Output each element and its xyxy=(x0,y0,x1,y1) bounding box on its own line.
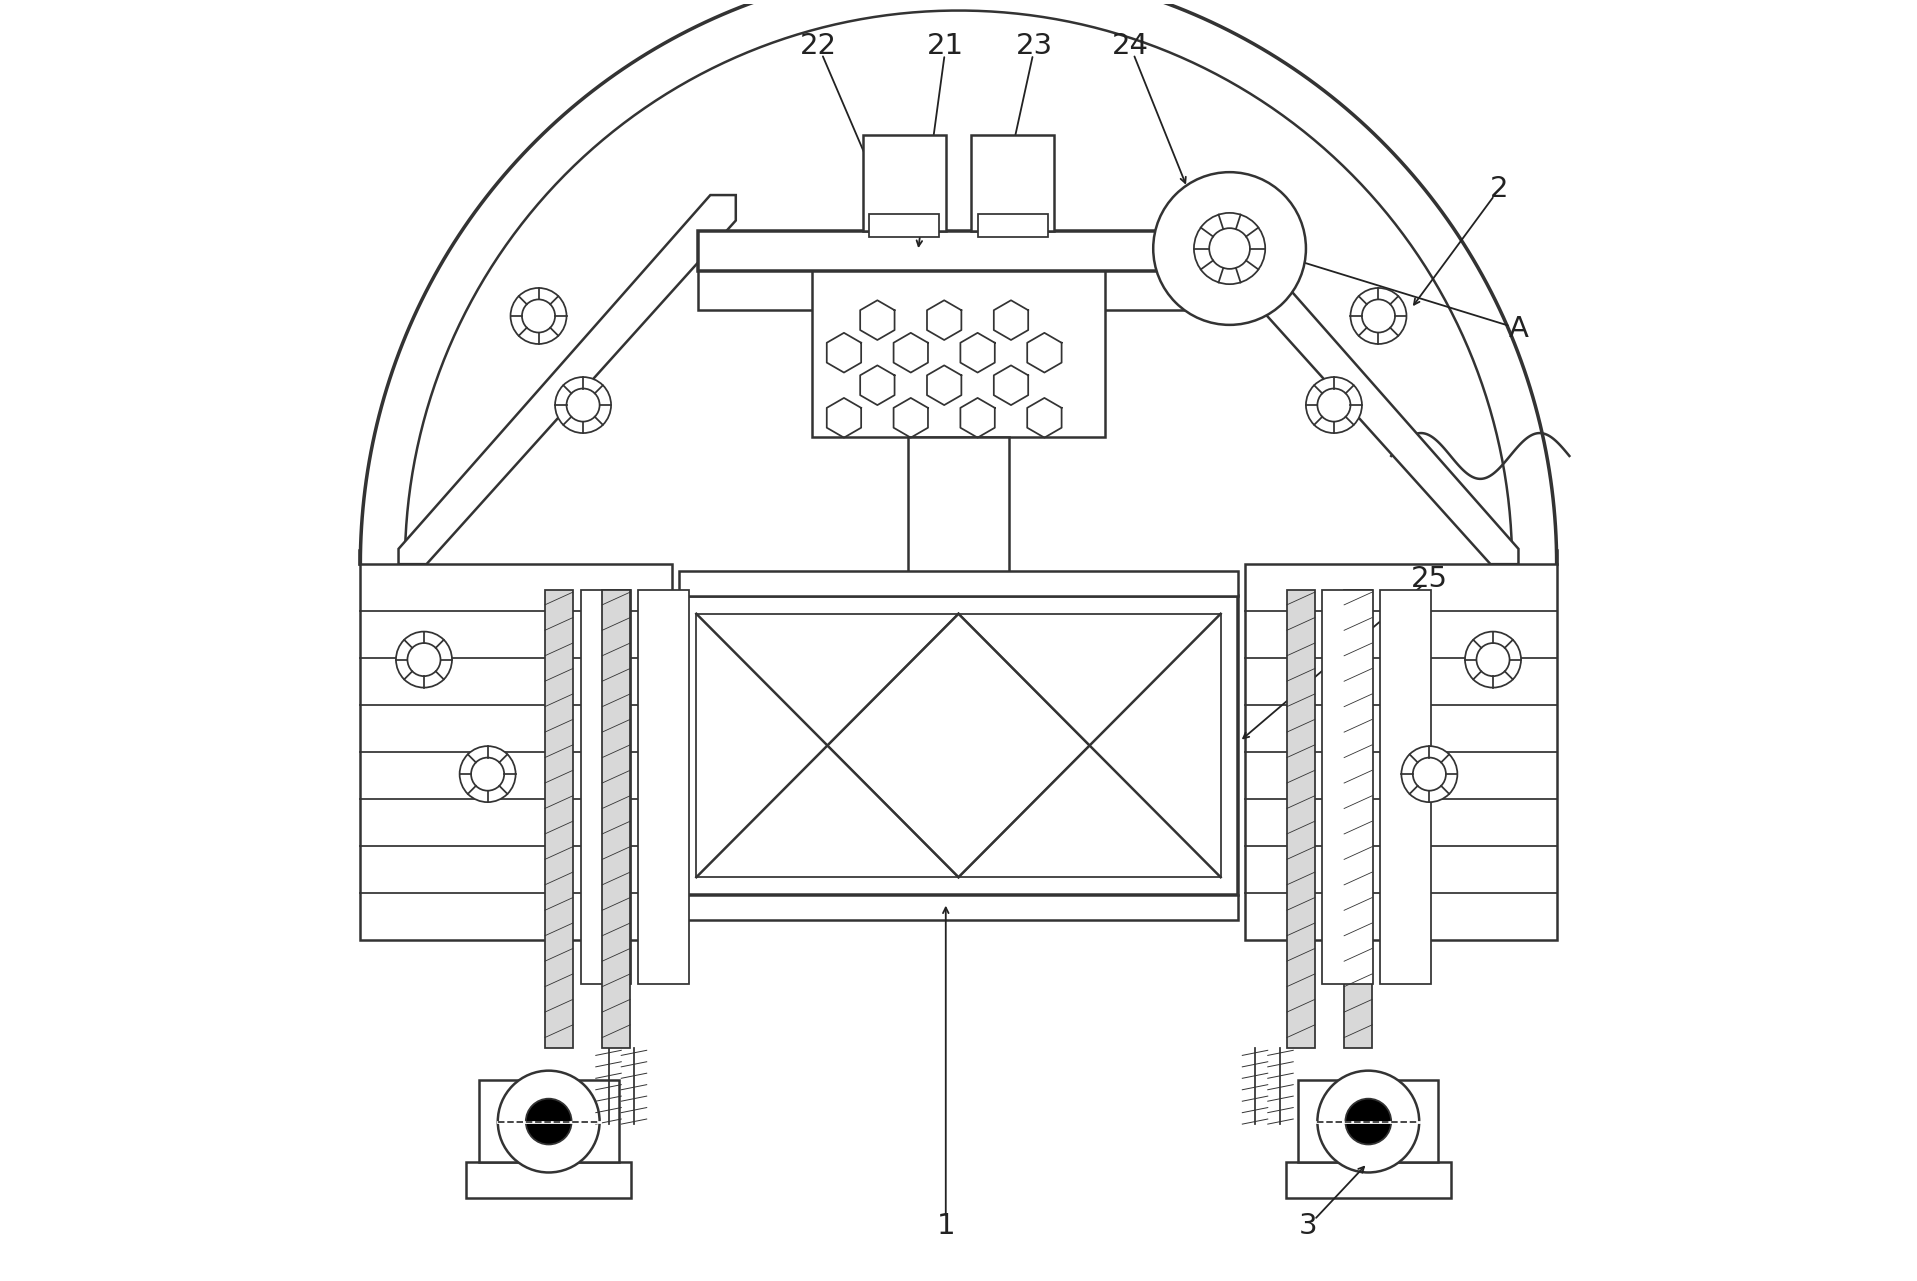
Bar xyxy=(479,1080,619,1162)
Bar xyxy=(870,214,939,237)
Bar xyxy=(638,589,688,984)
Circle shape xyxy=(498,1071,600,1172)
Circle shape xyxy=(1476,643,1509,676)
Polygon shape xyxy=(399,195,736,564)
Bar xyxy=(679,570,1238,596)
Polygon shape xyxy=(1181,195,1518,564)
Text: 24: 24 xyxy=(1112,32,1148,60)
Circle shape xyxy=(1346,1099,1392,1144)
Circle shape xyxy=(1154,172,1305,325)
Circle shape xyxy=(556,377,612,433)
Circle shape xyxy=(521,300,556,333)
Bar xyxy=(978,214,1047,237)
Text: A: A xyxy=(1509,315,1528,343)
Circle shape xyxy=(1317,388,1350,421)
Bar xyxy=(1380,589,1430,984)
Circle shape xyxy=(1413,757,1445,790)
Circle shape xyxy=(408,643,441,676)
Circle shape xyxy=(397,632,452,688)
Circle shape xyxy=(1317,1071,1419,1172)
Text: 3: 3 xyxy=(1300,1212,1317,1240)
Bar xyxy=(907,437,1010,596)
Bar xyxy=(863,136,945,231)
Circle shape xyxy=(567,388,600,421)
Bar xyxy=(1344,589,1373,1048)
Bar xyxy=(1244,564,1557,939)
Bar xyxy=(696,614,1221,877)
Text: 21: 21 xyxy=(928,32,964,60)
Bar xyxy=(698,231,1219,272)
Bar xyxy=(1298,1080,1438,1162)
Text: 23: 23 xyxy=(1016,32,1054,60)
Text: 25: 25 xyxy=(1411,565,1447,593)
Bar xyxy=(466,1162,631,1198)
Circle shape xyxy=(460,746,516,802)
Text: 2: 2 xyxy=(1490,174,1509,202)
Bar xyxy=(1286,1162,1451,1198)
Circle shape xyxy=(1350,288,1407,345)
Bar xyxy=(698,272,1219,310)
Circle shape xyxy=(1401,746,1457,802)
Bar xyxy=(602,589,631,1048)
Bar xyxy=(581,589,631,984)
Text: 22: 22 xyxy=(799,32,838,60)
Bar xyxy=(1323,589,1373,984)
Circle shape xyxy=(1305,377,1361,433)
Circle shape xyxy=(472,757,504,790)
Bar xyxy=(544,589,573,1048)
Circle shape xyxy=(525,1099,571,1144)
Bar xyxy=(679,596,1238,895)
Circle shape xyxy=(1465,632,1520,688)
Circle shape xyxy=(1210,228,1250,269)
Bar xyxy=(972,136,1054,231)
Bar xyxy=(679,895,1238,921)
Circle shape xyxy=(1361,300,1396,333)
Bar xyxy=(360,564,673,939)
Bar xyxy=(813,272,1104,437)
Text: 1: 1 xyxy=(937,1212,955,1240)
Circle shape xyxy=(510,288,567,345)
Bar xyxy=(1286,589,1315,1048)
Circle shape xyxy=(1194,213,1265,284)
